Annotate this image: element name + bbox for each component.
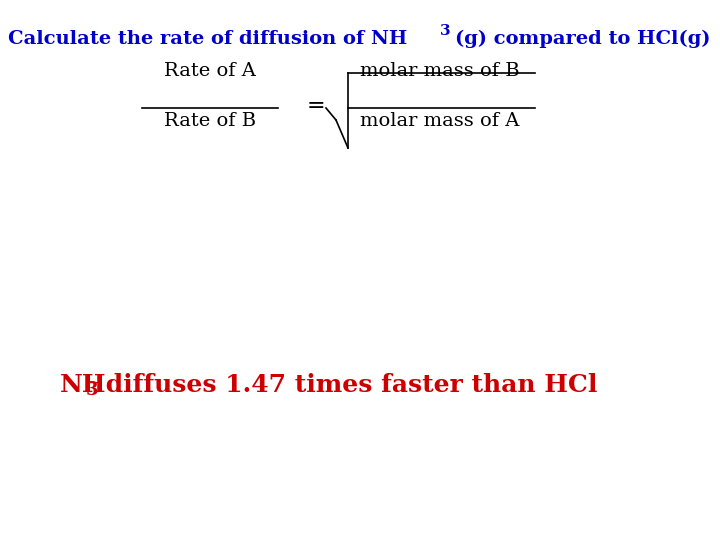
- Text: 3: 3: [86, 381, 99, 399]
- Text: 3: 3: [440, 24, 451, 38]
- Text: =: =: [307, 95, 325, 117]
- Text: Calculate the rate of diffusion of NH: Calculate the rate of diffusion of NH: [8, 30, 408, 48]
- Text: diffuses 1.47 times faster than HCl: diffuses 1.47 times faster than HCl: [97, 373, 598, 397]
- Text: Rate of A: Rate of A: [164, 62, 256, 80]
- Text: (g) compared to HCl(g): (g) compared to HCl(g): [455, 30, 711, 48]
- Text: molar mass of B: molar mass of B: [360, 62, 520, 80]
- Text: NH: NH: [60, 373, 107, 397]
- Text: Rate of B: Rate of B: [164, 112, 256, 130]
- Text: molar mass of A: molar mass of A: [360, 112, 520, 130]
